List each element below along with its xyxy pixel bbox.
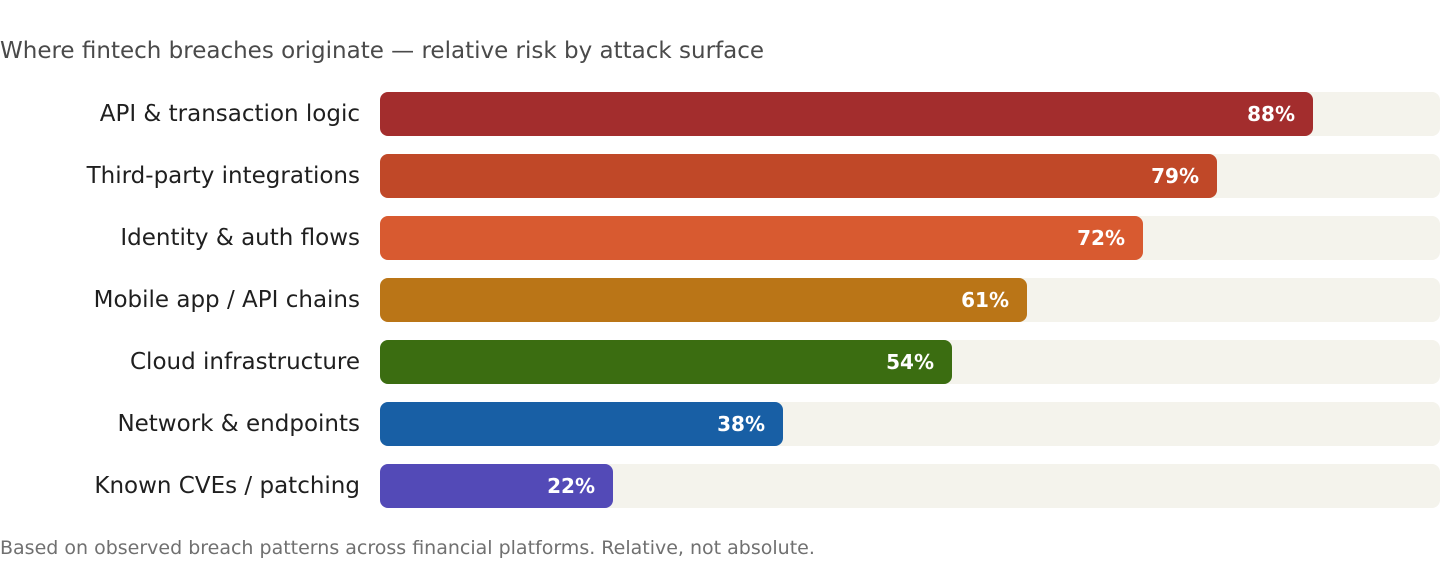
bar-value-label: 54% (886, 350, 934, 374)
bar-value-label: 22% (547, 474, 595, 498)
bar-row: API & transaction logic 88% (0, 92, 1440, 136)
chart-footnote: Based on observed breach patterns across… (0, 537, 815, 559)
bar: 38% (380, 402, 783, 446)
bar: 72% (380, 216, 1143, 260)
category-label: Identity & auth flows (120, 225, 360, 251)
bar-track: 54% (380, 340, 1440, 384)
category-label: API & transaction logic (99, 101, 360, 127)
bar-value-label: 72% (1077, 226, 1125, 250)
bar-row: Cloud infrastructure 54% (0, 340, 1440, 384)
bar: 79% (380, 154, 1217, 198)
bar-row: Mobile app / API chains 61% (0, 278, 1440, 322)
bar: 61% (380, 278, 1027, 322)
bar-row: Third-party integrations 79% (0, 154, 1440, 198)
bar-track: 22% (380, 464, 1440, 508)
category-label: Mobile app / API chains (93, 287, 360, 313)
bar-track: 79% (380, 154, 1440, 198)
bar: 22% (380, 464, 613, 508)
bar-value-label: 79% (1151, 164, 1199, 188)
bar-value-label: 38% (717, 412, 765, 436)
bar-track: 61% (380, 278, 1440, 322)
bar-row: Known CVEs / patching 22% (0, 464, 1440, 508)
category-label: Third-party integrations (86, 163, 360, 189)
category-label: Known CVEs / patching (94, 473, 360, 499)
bar-track: 72% (380, 216, 1440, 260)
bar: 88% (380, 92, 1313, 136)
bar-value-label: 61% (961, 288, 1009, 312)
bar-track: 88% (380, 92, 1440, 136)
bar-value-label: 88% (1247, 102, 1295, 126)
category-label: Network & endpoints (117, 411, 360, 437)
chart-title: Where fintech breaches originate — relat… (0, 38, 765, 64)
bar: 54% (380, 340, 952, 384)
bar-track: 38% (380, 402, 1440, 446)
bar-row: Network & endpoints 38% (0, 402, 1440, 446)
bar-row: Identity & auth flows 72% (0, 216, 1440, 260)
category-label: Cloud infrastructure (130, 349, 360, 375)
